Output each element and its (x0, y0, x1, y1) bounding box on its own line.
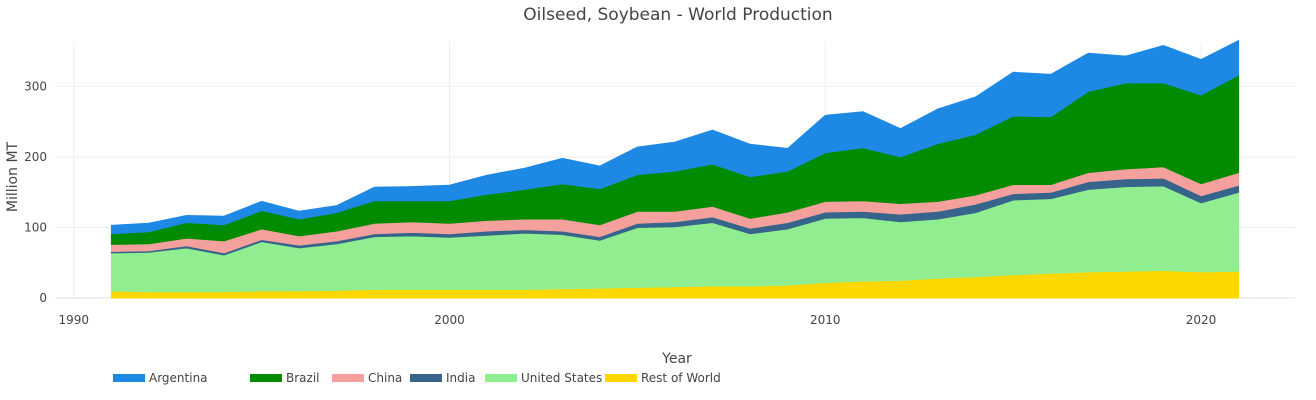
legend-swatch (410, 374, 442, 382)
y-axis-ticks: 0 100 200 300 (24, 79, 47, 305)
chart-title: Oilseed, Soybean - World Production (523, 5, 833, 25)
legend: Argentina Brazil China India United States Re… (113, 371, 721, 385)
x-axis-ticks: 1990 2000 2010 2020 (59, 313, 1217, 327)
x-tick-label: 2000 (434, 313, 465, 327)
x-tick-label: 2020 (1186, 313, 1217, 327)
legend-label: United States (521, 371, 602, 385)
y-axis-title: Million MT (5, 141, 21, 212)
legend-swatch (250, 374, 282, 382)
legend-label: China (368, 371, 402, 385)
x-tick-label: 1990 (59, 313, 90, 327)
legend-label: India (446, 371, 475, 385)
area-argentina (110, 39, 1240, 235)
legend-label: Argentina (149, 371, 208, 385)
y-tick-label: 300 (24, 79, 47, 93)
legend-item-brazil[interactable]: Brazil (250, 371, 320, 385)
legend-item-united-states[interactable]: United States (485, 371, 602, 385)
legend-label: Brazil (286, 371, 320, 385)
legend-item-rest-of-world[interactable]: Rest of World (605, 371, 721, 385)
legend-swatch (332, 374, 364, 382)
legend-label: Rest of World (641, 371, 721, 385)
x-axis-title: Year (661, 351, 692, 367)
legend-item-china[interactable]: China (332, 371, 402, 385)
legend-item-india[interactable]: India (410, 371, 475, 385)
area-series (110, 39, 1240, 299)
legend-swatch (113, 374, 145, 382)
x-tick-label: 2010 (810, 313, 841, 327)
y-tick-label: 0 (39, 291, 47, 305)
legend-swatch (605, 374, 637, 382)
legend-item-argentina[interactable]: Argentina (113, 371, 208, 385)
y-tick-label: 100 (24, 220, 47, 234)
legend-swatch (485, 374, 517, 382)
y-tick-label: 200 (24, 150, 47, 164)
